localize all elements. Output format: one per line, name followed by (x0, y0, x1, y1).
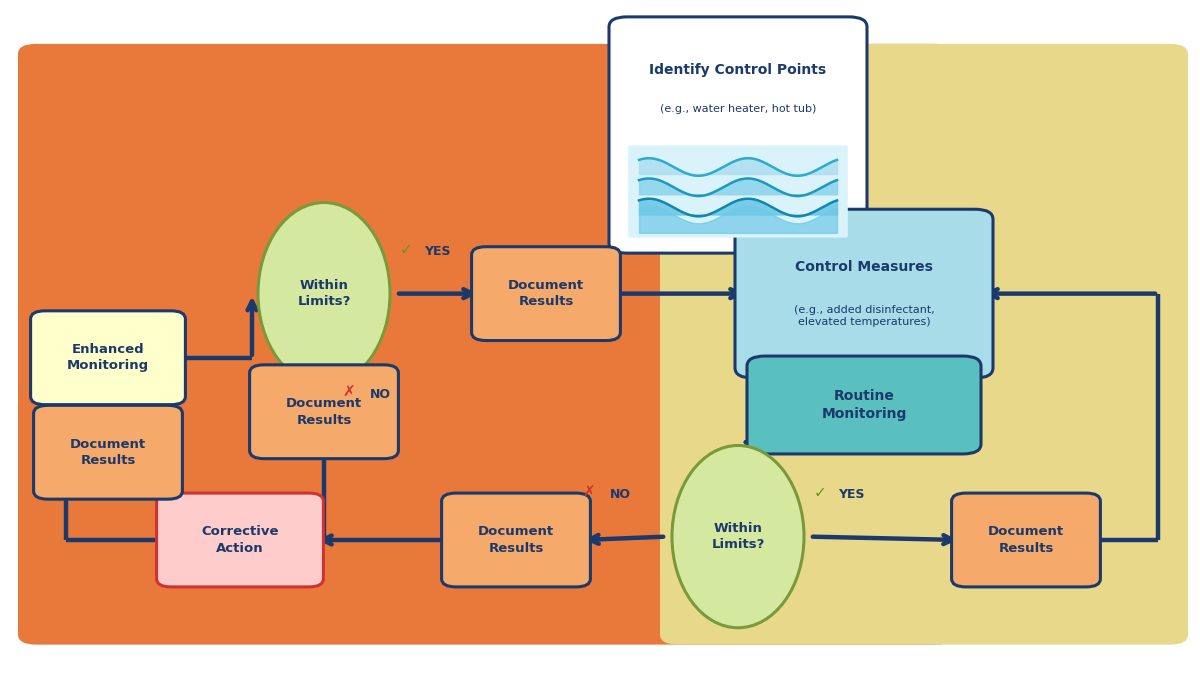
Text: ✓: ✓ (814, 485, 827, 500)
Text: Identify Control Points: Identify Control Points (649, 63, 827, 77)
Text: Enhanced
Monitoring: Enhanced Monitoring (67, 343, 149, 373)
Text: Within
Limits?: Within Limits? (712, 522, 764, 551)
FancyBboxPatch shape (660, 44, 1188, 645)
Text: Document
Results: Document Results (508, 279, 584, 308)
Text: Document
Results: Document Results (70, 437, 146, 467)
Ellipse shape (672, 446, 804, 628)
FancyBboxPatch shape (746, 356, 982, 454)
Text: Control Measures: Control Measures (796, 260, 932, 274)
FancyBboxPatch shape (734, 209, 994, 378)
Text: NO: NO (370, 387, 391, 401)
Text: ✓: ✓ (400, 242, 413, 257)
Text: Document
Results: Document Results (988, 525, 1064, 555)
Text: NO: NO (610, 487, 631, 501)
FancyBboxPatch shape (250, 364, 398, 459)
Text: Routine
Monitoring: Routine Monitoring (821, 389, 907, 421)
FancyBboxPatch shape (472, 247, 620, 341)
Ellipse shape (258, 202, 390, 385)
FancyBboxPatch shape (18, 44, 954, 645)
Text: (e.g., added disinfectant,
elevated temperatures): (e.g., added disinfectant, elevated temp… (793, 304, 935, 327)
Text: ✗: ✗ (342, 385, 355, 400)
Text: YES: YES (838, 487, 864, 501)
FancyBboxPatch shape (629, 145, 847, 238)
FancyBboxPatch shape (442, 493, 590, 587)
Text: Document
Results: Document Results (478, 525, 554, 555)
Text: Within
Limits?: Within Limits? (298, 279, 350, 308)
FancyBboxPatch shape (34, 405, 182, 500)
Text: (e.g., water heater, hot tub): (e.g., water heater, hot tub) (660, 104, 816, 114)
Text: Corrective
Action: Corrective Action (202, 525, 278, 555)
FancyBboxPatch shape (156, 493, 324, 587)
Text: Document
Results: Document Results (286, 397, 362, 427)
Text: ✗: ✗ (582, 485, 595, 500)
Text: YES: YES (424, 244, 450, 258)
FancyBboxPatch shape (31, 311, 186, 405)
FancyBboxPatch shape (952, 493, 1100, 587)
FancyBboxPatch shape (608, 17, 866, 253)
